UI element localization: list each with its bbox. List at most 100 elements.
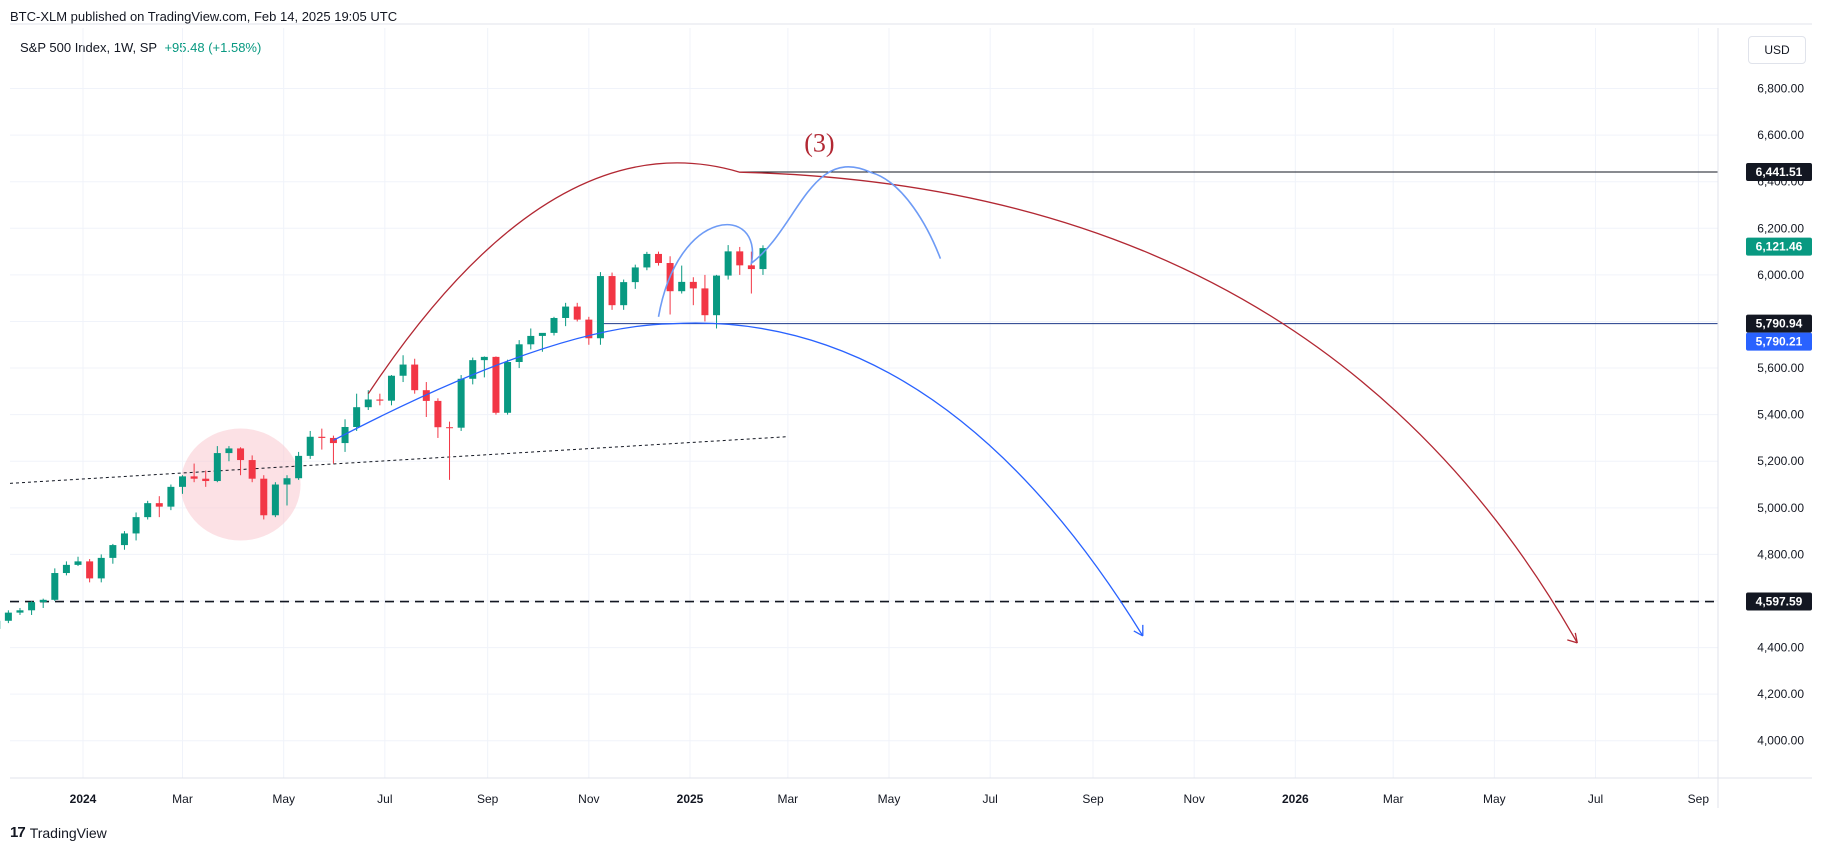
tradingview-logo-icon: 17 <box>10 824 26 841</box>
candle-body <box>724 251 732 276</box>
candle <box>341 419 349 452</box>
candle <box>97 554 105 583</box>
price-tag: 6,441.51 <box>1746 163 1812 182</box>
candle-body <box>28 602 36 611</box>
candle-body <box>620 282 628 306</box>
candle <box>353 393 361 431</box>
candle <box>260 475 268 520</box>
candle <box>573 302 581 322</box>
candle <box>190 463 198 483</box>
price-tags: 6,441.51 6,121.46 5,790.94 5,790.21 4,597.59 <box>1746 163 1812 611</box>
candle <box>631 264 639 289</box>
candle <box>446 421 454 480</box>
x-tick-label: Sep <box>1082 792 1104 806</box>
candle-body <box>689 281 697 289</box>
candle-body <box>504 362 512 413</box>
x-tick-label: 2024 <box>70 792 97 806</box>
candle-body <box>179 476 187 487</box>
symbol-legend: S&P 500 Index, 1W, SP +95.48 (+1.58%) <box>20 40 261 55</box>
candle <box>504 359 512 415</box>
brand-name: TradingView <box>29 824 107 841</box>
candle <box>202 470 210 487</box>
x-tick-label: Mar <box>1383 792 1404 806</box>
y-tick-label: 6,200.00 <box>1757 221 1804 235</box>
y-tick-label: 4,000.00 <box>1757 734 1804 748</box>
candle <box>387 375 395 406</box>
price-tag-label: 5,790.21 <box>1756 335 1803 349</box>
candle <box>271 482 279 518</box>
candle <box>132 512 140 541</box>
y-tick-label: 5,000.00 <box>1757 501 1804 515</box>
candle-body <box>144 503 152 518</box>
candle-body <box>120 533 128 546</box>
candle <box>39 598 47 608</box>
candle <box>399 355 407 383</box>
candle <box>713 274 721 329</box>
price-change: +95.48 (+1.58%) <box>164 40 262 55</box>
drawings: (3) <box>333 128 1578 644</box>
candle <box>422 382 430 417</box>
trend-line <box>9 436 787 484</box>
candle-body <box>411 364 419 391</box>
price-tag-box <box>1746 163 1812 182</box>
y-tick-label: 6,800.00 <box>1757 82 1804 96</box>
candle-body <box>16 610 24 613</box>
candle <box>295 451 303 480</box>
candle-body <box>608 276 616 306</box>
red-projection-arc <box>367 162 1578 644</box>
candle-body <box>736 251 744 266</box>
price-tag-box <box>1746 314 1812 333</box>
candle-body <box>295 455 303 479</box>
price-tag-box <box>1746 237 1812 256</box>
y-tick-label: 6,600.00 <box>1757 128 1804 142</box>
price-tag-box <box>1746 592 1812 611</box>
candle <box>213 446 221 483</box>
x-tick-label: May <box>878 792 901 806</box>
x-tick-label: 2025 <box>677 792 704 806</box>
candle-body <box>353 407 361 427</box>
candle-body <box>4 612 12 621</box>
y-tick-label: 4,400.00 <box>1757 641 1804 655</box>
candle-body <box>747 265 755 270</box>
red-arrow-head <box>1567 632 1578 644</box>
y-tick-label: 4,800.00 <box>1757 547 1804 561</box>
x-tick-label: May <box>272 792 295 806</box>
price-tag-label: 5,790.94 <box>1756 317 1803 331</box>
candle-body <box>132 517 140 534</box>
candle <box>736 246 744 275</box>
candle-body <box>399 364 407 376</box>
candle <box>237 447 245 476</box>
candle <box>562 302 570 327</box>
candle-body <box>190 476 198 479</box>
candle-body <box>538 332 546 336</box>
x-tick-label: Nov <box>1184 792 1205 806</box>
candle <box>318 428 326 450</box>
candle-body <box>86 561 94 579</box>
candle-body <box>109 545 117 558</box>
price-tag: 5,790.21 <box>1746 332 1812 351</box>
candle-body <box>283 478 291 485</box>
price-tag: 6,121.46 <box>1746 237 1812 256</box>
candle <box>248 455 256 483</box>
candle <box>51 568 59 601</box>
candle-body <box>97 557 105 579</box>
candle-body <box>527 335 535 345</box>
y-tick-label: 5,200.00 <box>1757 454 1804 468</box>
time-axis[interactable]: 2024 Mar May Jul Sep Nov 2025 Mar May Jul Sep Nov 20… <box>10 777 1812 806</box>
candle-body <box>271 484 279 516</box>
currency-button[interactable]: USD <box>1748 36 1806 64</box>
candle <box>608 272 616 310</box>
candle <box>678 265 686 294</box>
candle-body <box>422 390 430 401</box>
candle <box>469 357 477 385</box>
candle-body <box>155 503 163 507</box>
candle <box>74 556 82 567</box>
price-axis[interactable]: 4,000.004,200.004,400.004,600.004,800.00… <box>1717 28 1804 808</box>
tradingview-brand: 17 TradingView <box>10 824 107 841</box>
candle <box>179 475 187 494</box>
candle <box>109 543 117 564</box>
x-tick-label: Sep <box>1688 792 1710 806</box>
candle <box>724 245 732 280</box>
candle-body <box>457 378 465 428</box>
